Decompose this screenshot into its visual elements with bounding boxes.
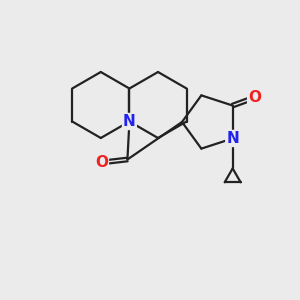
Text: N: N — [226, 131, 239, 146]
Text: N: N — [123, 114, 136, 129]
Text: O: O — [248, 90, 261, 105]
Text: O: O — [95, 155, 108, 170]
